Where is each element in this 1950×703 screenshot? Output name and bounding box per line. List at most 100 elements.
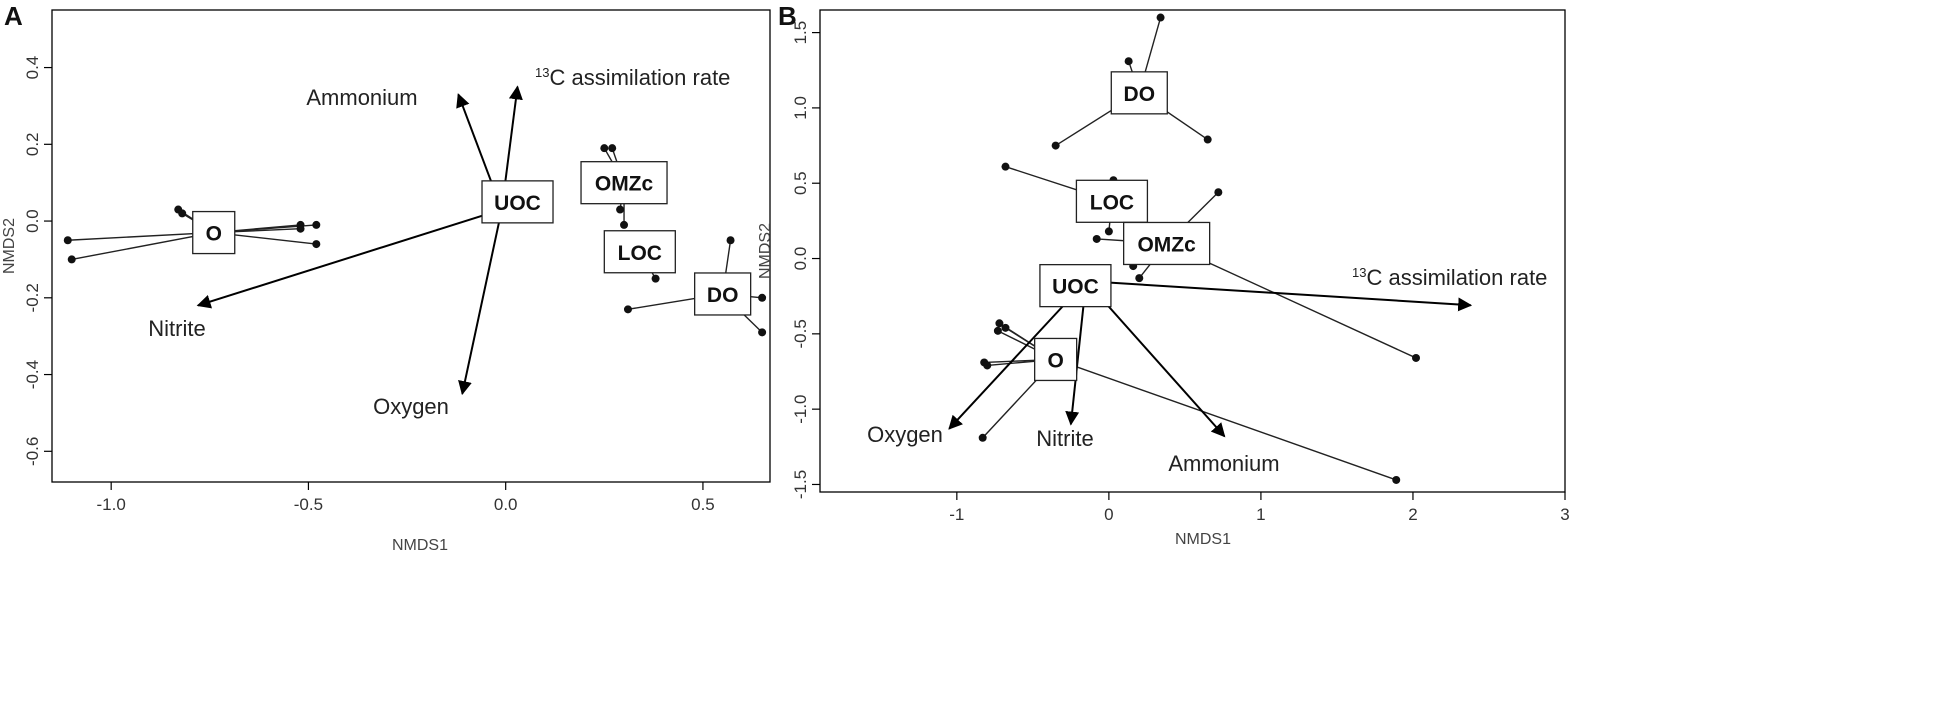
panel-a-y-axis-title: NMDS2: [1, 218, 18, 274]
panel-a-group-box-loc: [603, 230, 676, 274]
panel-b-point-omzc: [1412, 353, 1420, 362]
panel-a-letter: A: [4, 1, 23, 31]
panel-b-y-tick-label: -1.5: [791, 470, 810, 499]
panel-a-point-loc: [651, 274, 660, 283]
panel-b-x-tick-label: -1: [949, 505, 964, 524]
panel-a-label-nitrite: Nitrite: [148, 316, 205, 341]
panel-a-group-box-uoc: [481, 180, 554, 224]
panel-b-x-axis: -1 0 1 2 3: [949, 492, 1570, 524]
panel-b-point-do: [1156, 13, 1165, 22]
panel-b-group-box-do: [1110, 71, 1168, 115]
panel-b-point-loc: [1001, 162, 1010, 171]
panel-a-points: [63, 144, 767, 337]
panel-a-vector-nitrite: [196, 208, 503, 309]
panel-b-label-ammonium: Ammonium: [1168, 451, 1279, 476]
panel-a-x-tick-label: 0.0: [494, 495, 518, 514]
panel-b-y-tick-label: -1.0: [791, 395, 810, 424]
panel-b-point-o: [1001, 323, 1010, 332]
panel-a-y-tick-label: -0.2: [23, 283, 42, 312]
panel-a-label-13c-assimilation-rate: 13C assimilation rate: [535, 65, 730, 90]
panel-b-letter: B: [778, 1, 797, 31]
panel-b-group-box-loc: [1075, 179, 1149, 223]
panel-a-y-tick-label: -0.4: [23, 360, 42, 389]
panel-a-group-box-omzc: [580, 161, 668, 205]
panel-a-plot-frame: [51, 9, 771, 483]
panel-b-point-loc: [1104, 227, 1113, 236]
panel-a-point-o: [63, 236, 72, 245]
panel-b-x-tick-label: 0: [1104, 505, 1113, 524]
panel-b-label-oxygen: Oxygen: [867, 422, 943, 447]
panel-b-point-do: [1051, 141, 1060, 150]
panel-b-vector-13c-assimilation-rate: [1086, 280, 1473, 312]
panel-b-vectors: [948, 280, 1473, 438]
panel-a-point-omzc: [616, 205, 625, 214]
panel-b-point-do: [1124, 57, 1133, 66]
panel-a-x-axis: -1.0 -0.5 0.0 0.5: [97, 482, 715, 514]
panel-a-label-oxygen: Oxygen: [373, 394, 449, 419]
panel-b-point-omzc: [1135, 274, 1144, 283]
panel-a-group-label-o: O: [206, 223, 222, 246]
panel-a-y-tick-label: 0.0: [23, 209, 42, 233]
panel-a-x-axis-title: NMDS1: [392, 537, 448, 554]
panel-a-label-13c-text: C assimilation rate: [549, 65, 730, 90]
panel-b-y-tick-label: 0.5: [791, 171, 810, 195]
panel-a-point-do: [758, 293, 767, 302]
panel-a-point-do: [758, 328, 767, 337]
panel-b-x-tick-label: 1: [1256, 505, 1265, 524]
panel-a-group-box-do: [694, 272, 752, 316]
panel-b-y-axis-title: NMDS2: [757, 223, 774, 279]
panel-a-point-do: [623, 305, 632, 314]
panel-b-x-tick-label: 3: [1560, 505, 1569, 524]
panel-a-point-o: [312, 240, 321, 249]
panel-a-point-omzc: [600, 144, 609, 153]
panel-a-group-box-o: [192, 210, 236, 255]
panel-a-point-omzc: [620, 220, 629, 229]
panel-b-point-o: [983, 361, 992, 370]
panel-b-vector-labels: 13C assimilation rate Oxygen Nitrite Amm…: [867, 265, 1547, 476]
panel-b-point-do: [1203, 135, 1212, 144]
panel-b-group-label-loc: LOC: [1090, 191, 1134, 214]
panel-a-group-labels: O UOC OMZc LOC DO: [192, 161, 752, 316]
panel-a-label-ammonium: Ammonium: [306, 85, 417, 110]
panel-a-y-tick-label: 0.2: [23, 132, 42, 156]
panel-a-vector-labels: Ammonium 13C assimilation rate Nitrite O…: [148, 65, 730, 419]
panel-b-x-axis-title: NMDS1: [1175, 531, 1231, 548]
panel-b-point-omzc: [1092, 234, 1101, 243]
panel-a-spider-o: [67, 231, 214, 241]
panel-b-point-o: [1392, 475, 1401, 484]
panel-b-y-tick-label: 0.0: [791, 247, 810, 271]
panel-b-label-nitrite: Nitrite: [1036, 426, 1093, 451]
panel-b-y-tick-label: 1.5: [791, 21, 810, 45]
panel-a-group-label-loc: LOC: [618, 242, 662, 265]
panel-b-point-o: [995, 319, 1004, 328]
panel-b-group-box-uoc: [1039, 263, 1112, 308]
panel-b-plot-frame: [819, 9, 1566, 493]
panel-a-point-o: [67, 255, 76, 264]
panel-a-y-tick-label: -0.6: [23, 437, 42, 466]
panel-a-x-tick-label: 0.5: [691, 495, 715, 514]
panel-a-y-axis: -0.6 -0.4 -0.2 0.0 0.2 0.4: [23, 56, 52, 466]
panel-a-point-do: [726, 236, 735, 245]
panel-b-group-label-omzc: OMZc: [1137, 233, 1196, 256]
panel-a-point-o: [312, 220, 321, 229]
panel-b-point-o: [978, 433, 987, 442]
panel-a-group-label-do: DO: [707, 284, 739, 307]
panel-b-y-tick-label: 1.0: [791, 96, 810, 120]
panel-a-spider-o: [71, 231, 214, 261]
panel-b-x-tick-label: 2: [1408, 505, 1417, 524]
panel-a-point-o: [296, 224, 305, 233]
panel-a-vector-oxygen: [458, 209, 503, 396]
panel-b-group-label-do: DO: [1124, 83, 1156, 106]
panel-a-group-label-uoc: UOC: [494, 192, 541, 215]
panel-b-point-omzc: [1214, 188, 1223, 197]
panel-b: B -1 0 1 2 3 -1.5-1.0-0.50.00.51.01.5 NMDS1 …: [757, 1, 1570, 548]
panel-a-group-label-omzc: OMZc: [595, 173, 654, 196]
panel-b-label-13c-text: C assimilation rate: [1366, 265, 1547, 290]
panel-b-group-box-omzc: [1123, 221, 1211, 266]
panel-b-group-box-o: [1034, 337, 1078, 382]
panel-b-y-tick-label: -0.5: [791, 319, 810, 348]
panel-a-point-omzc: [608, 144, 617, 153]
panel-b-point-o: [993, 326, 1002, 335]
